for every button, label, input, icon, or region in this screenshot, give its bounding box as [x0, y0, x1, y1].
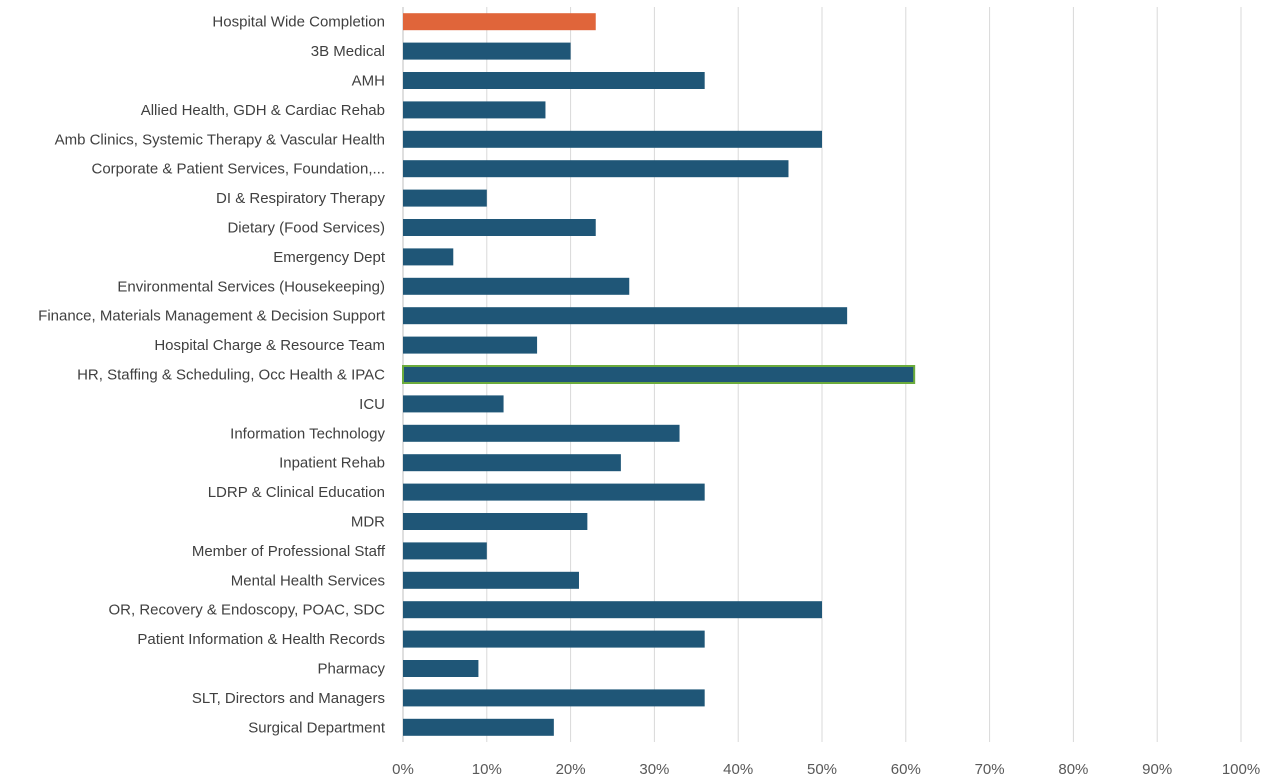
x-tick-label: 30%: [639, 761, 669, 778]
category-label: HR, Staffing & Scheduling, Occ Health & …: [77, 367, 385, 384]
bar: [403, 101, 546, 119]
x-tick-label: 60%: [891, 761, 921, 778]
x-tick-label: 100%: [1222, 761, 1260, 778]
bar: [403, 660, 479, 677]
category-label: Allied Health, GDH & Cardiac Rehab: [141, 102, 385, 119]
bar: [403, 395, 504, 413]
bar: [403, 307, 848, 325]
bar: [403, 189, 487, 207]
bar: [402, 365, 916, 384]
bar: [403, 689, 705, 707]
category-label: Mental Health Services: [231, 572, 385, 589]
bar: [403, 513, 588, 530]
category-label: AMH: [352, 73, 385, 90]
bar: [403, 483, 705, 501]
bar: [403, 601, 822, 619]
category-label: Member of Professional Staff: [192, 543, 386, 560]
bar: [403, 277, 630, 295]
bar: [403, 219, 596, 236]
category-label: 3B Medical: [311, 43, 385, 60]
category-label: Surgical Department: [248, 719, 386, 736]
category-label: Emergency Dept: [273, 249, 386, 266]
bar: [403, 424, 680, 442]
bar: [403, 248, 454, 266]
x-tick-label: 80%: [1058, 761, 1088, 778]
x-tick-label: 90%: [1142, 761, 1172, 778]
x-tick-label: 70%: [975, 761, 1005, 778]
category-label: Amb Clinics, Systemic Therapy & Vascular…: [55, 131, 385, 148]
category-label: Environmental Services (Housekeeping): [117, 278, 385, 295]
category-label: OR, Recovery & Endoscopy, POAC, SDC: [109, 602, 386, 619]
bar: [403, 571, 579, 589]
category-label: Patient Information & Health Records: [137, 631, 385, 648]
x-axis-tick-labels: 0% 10% 20% 30% 40% 50% 60% 70% 80% 90% 100%: [392, 761, 1260, 778]
category-label: Dietary (Food Services): [227, 220, 385, 237]
bar: [403, 718, 554, 736]
bar: [403, 42, 571, 60]
category-label: DI & Respiratory Therapy: [216, 190, 385, 207]
x-tick-label: 50%: [807, 761, 837, 778]
bar: [403, 72, 705, 89]
x-tick-label: 10%: [472, 761, 502, 778]
bar: [403, 630, 705, 648]
category-label: SLT, Directors and Managers: [192, 690, 385, 707]
category-label: Information Technology: [230, 425, 385, 442]
category-label: Inpatient Rehab: [279, 455, 385, 472]
category-label: Hospital Wide Completion: [212, 14, 385, 31]
x-tick-label: 0%: [392, 761, 414, 778]
category-label: LDRP & Clinical Education: [208, 484, 385, 501]
bar: [403, 336, 538, 354]
category-label: Hospital Charge & Resource Team: [154, 337, 385, 354]
x-tick-label: 20%: [556, 761, 586, 778]
category-label: Corporate & Patient Services, Foundation…: [92, 161, 386, 178]
bar: [403, 542, 487, 560]
category-label: MDR: [351, 514, 385, 531]
category-label: Pharmacy: [317, 661, 385, 678]
bar: [403, 454, 621, 472]
category-label: Finance, Materials Management & Decision…: [38, 308, 386, 325]
bar: [403, 130, 822, 148]
bar: [403, 13, 596, 31]
category-label: ICU: [359, 396, 385, 413]
bars: [402, 13, 916, 736]
x-tick-label: 40%: [723, 761, 753, 778]
category-labels: Hospital Wide Completion 3B Medical AMH All…: [38, 14, 386, 737]
bar: [403, 160, 789, 178]
